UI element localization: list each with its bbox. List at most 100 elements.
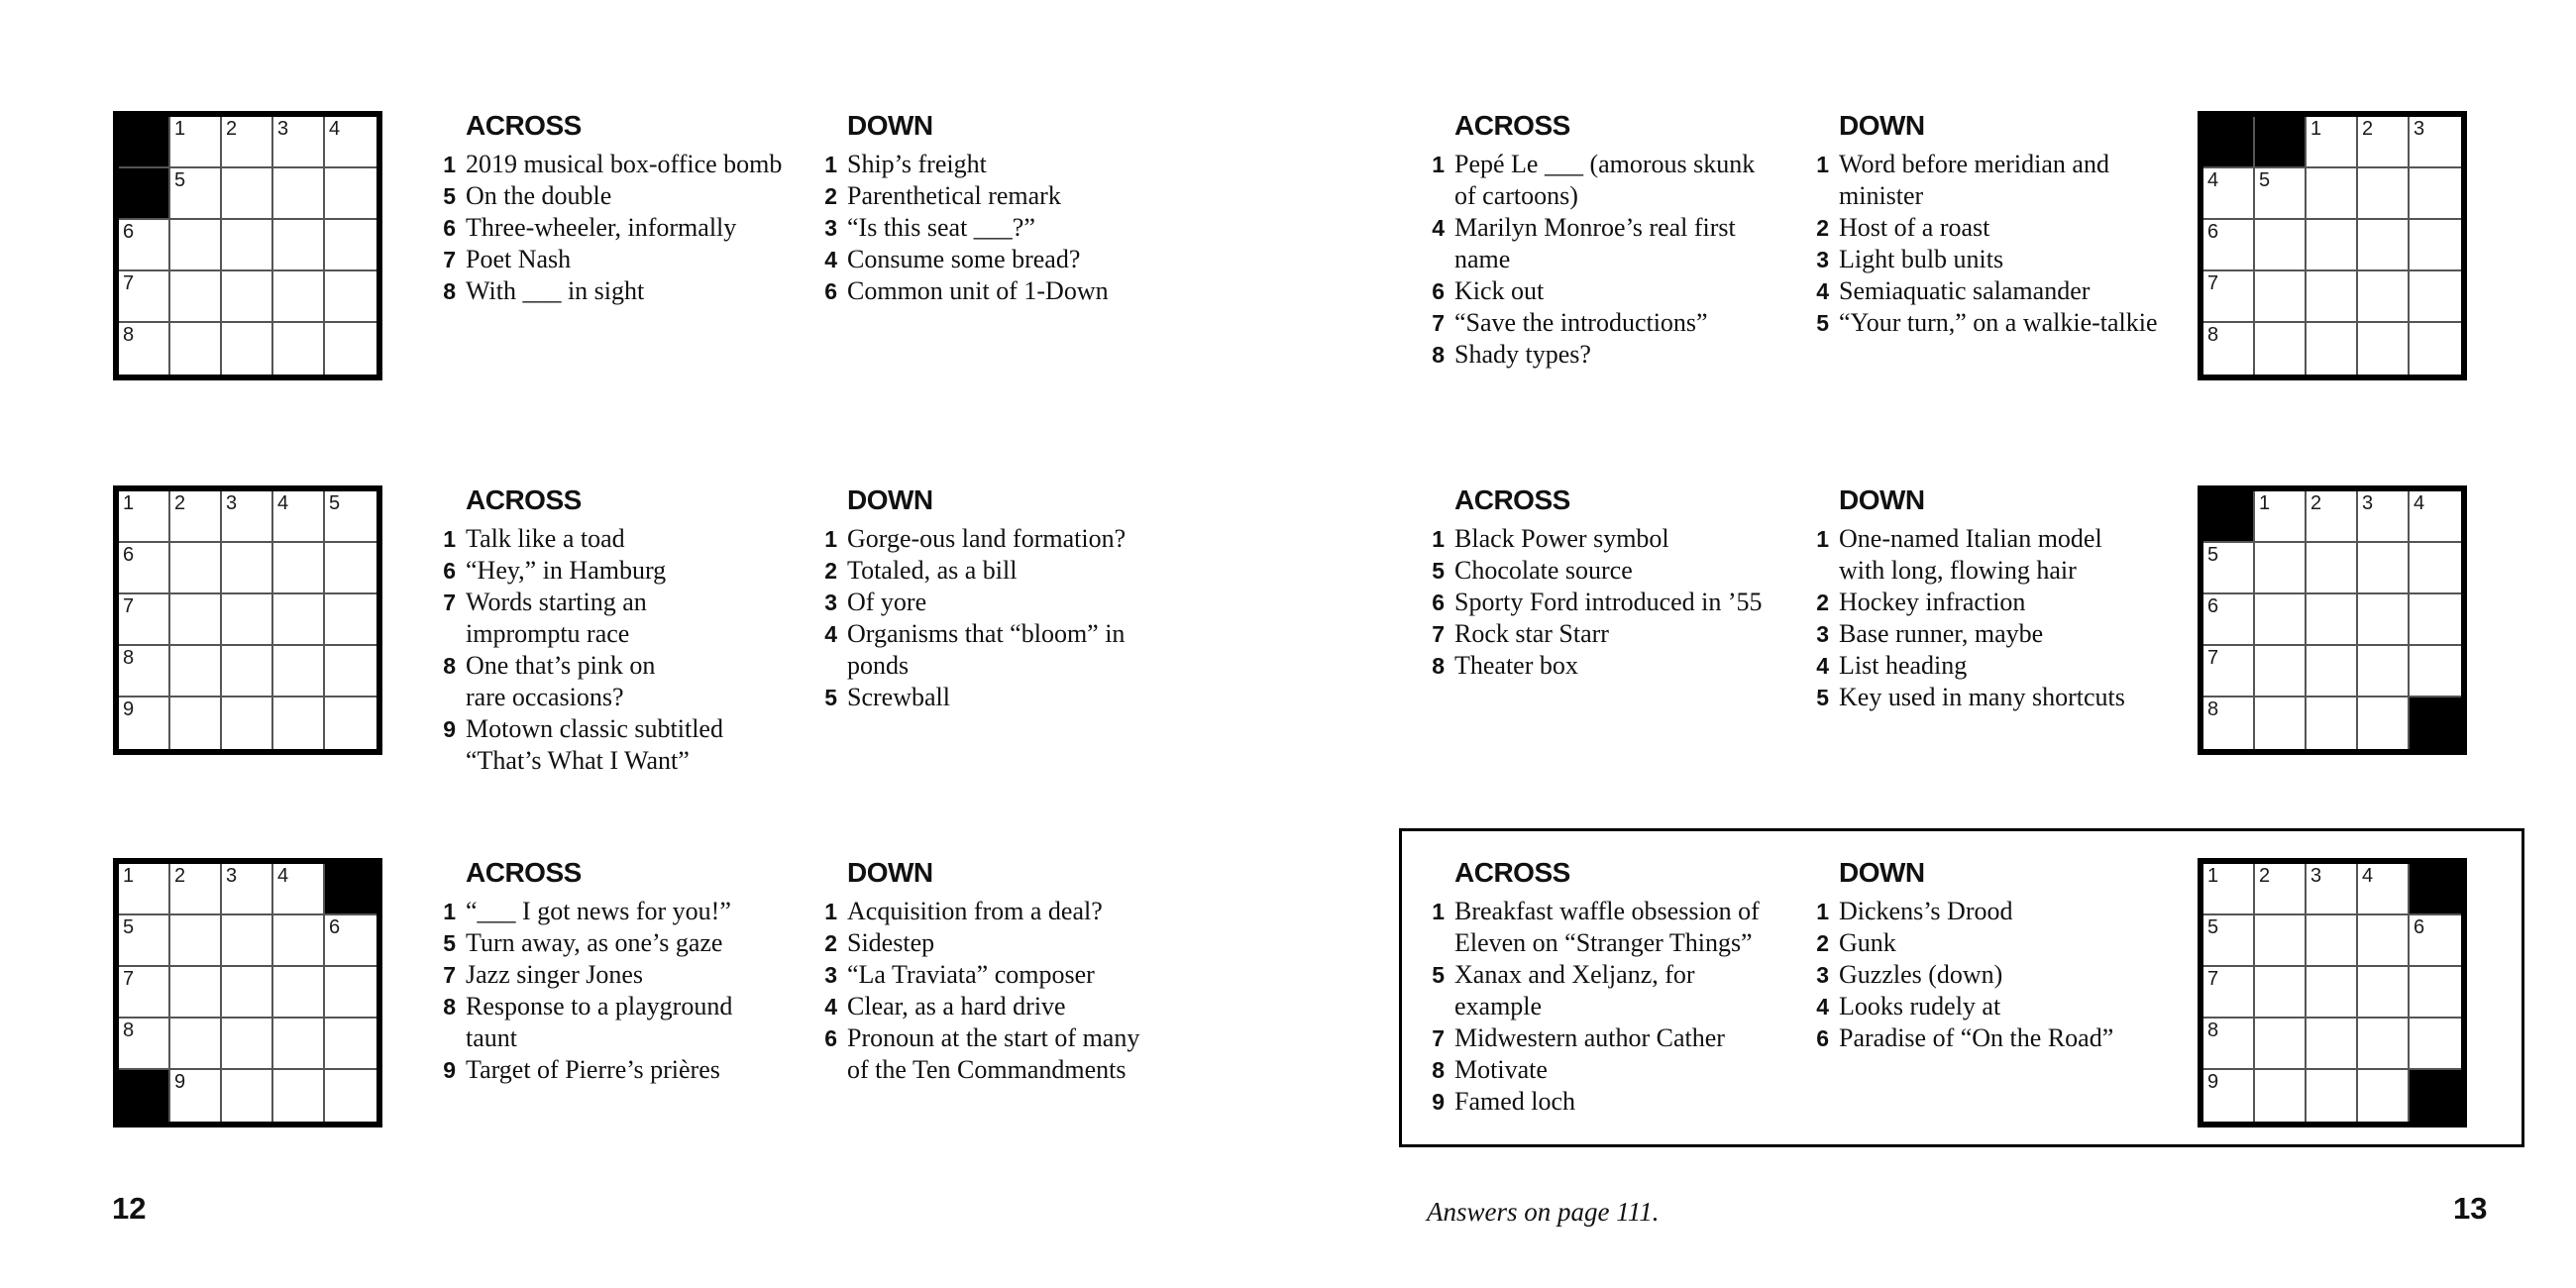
grid-cell[interactable]: 7 — [2203, 646, 2255, 698]
grid-cell[interactable] — [2410, 271, 2461, 323]
grid-cell[interactable]: 8 — [119, 1019, 170, 1070]
grid-cell[interactable] — [2255, 543, 2307, 594]
grid-cell[interactable] — [222, 220, 273, 271]
grid-cell[interactable] — [2255, 1070, 2307, 1122]
grid-cell[interactable]: 7 — [119, 594, 170, 646]
grid-cell[interactable]: 2 — [222, 117, 273, 168]
grid-cell[interactable] — [170, 698, 222, 749]
grid-cell[interactable] — [2255, 1019, 2307, 1070]
grid-cell[interactable] — [222, 698, 273, 749]
grid-cell[interactable] — [170, 323, 222, 375]
grid-cell[interactable] — [222, 1019, 273, 1070]
grid-cell[interactable] — [2410, 1019, 2461, 1070]
grid-cell[interactable]: 5 — [325, 491, 376, 543]
grid-cell[interactable]: 7 — [119, 967, 170, 1019]
grid-cell[interactable]: 3 — [2410, 117, 2461, 168]
grid-cell[interactable]: 8 — [2203, 698, 2255, 749]
grid-cell[interactable]: 6 — [119, 220, 170, 271]
grid-cell[interactable]: 2 — [170, 491, 222, 543]
grid-cell[interactable] — [325, 1019, 376, 1070]
grid-cell[interactable]: 5 — [2203, 915, 2255, 967]
grid-cell[interactable] — [2410, 543, 2461, 594]
grid-cell[interactable] — [2307, 698, 2358, 749]
grid-cell[interactable]: 1 — [2203, 864, 2255, 915]
grid-cell[interactable]: 3 — [2307, 864, 2358, 915]
grid-cell[interactable]: 1 — [2255, 491, 2307, 543]
grid-cell[interactable] — [273, 543, 325, 594]
grid-cell[interactable] — [2307, 646, 2358, 698]
grid-cell[interactable] — [170, 543, 222, 594]
grid-cell[interactable] — [222, 1070, 273, 1122]
grid-cell[interactable] — [325, 967, 376, 1019]
grid-cell[interactable] — [2358, 543, 2410, 594]
grid-cell[interactable]: 4 — [2358, 864, 2410, 915]
grid-cell[interactable]: 6 — [119, 543, 170, 594]
grid-cell[interactable] — [2255, 220, 2307, 271]
grid-cell[interactable] — [273, 323, 325, 375]
grid-cell[interactable] — [2307, 271, 2358, 323]
grid-cell[interactable] — [325, 698, 376, 749]
grid-cell[interactable]: 5 — [119, 915, 170, 967]
grid-cell[interactable] — [170, 271, 222, 323]
grid-cell[interactable]: 8 — [119, 646, 170, 698]
grid-cell[interactable] — [2307, 323, 2358, 375]
grid-cell[interactable]: 4 — [2203, 168, 2255, 220]
grid-cell[interactable]: 2 — [2358, 117, 2410, 168]
grid-cell[interactable] — [2307, 220, 2358, 271]
grid-cell[interactable] — [222, 646, 273, 698]
grid-cell[interactable]: 2 — [2255, 864, 2307, 915]
grid-cell[interactable] — [2410, 646, 2461, 698]
grid-cell[interactable] — [273, 646, 325, 698]
grid-cell[interactable] — [2255, 698, 2307, 749]
grid-cell[interactable] — [170, 1019, 222, 1070]
grid-cell[interactable] — [170, 967, 222, 1019]
grid-cell[interactable] — [2358, 1019, 2410, 1070]
grid-cell[interactable]: 7 — [119, 271, 170, 323]
grid-cell[interactable] — [222, 271, 273, 323]
grid-cell[interactable] — [2307, 594, 2358, 646]
grid-cell[interactable]: 1 — [170, 117, 222, 168]
grid-cell[interactable] — [2358, 967, 2410, 1019]
grid-cell[interactable]: 5 — [2255, 168, 2307, 220]
grid-cell[interactable]: 4 — [273, 491, 325, 543]
grid-cell[interactable] — [273, 1019, 325, 1070]
grid-cell[interactable]: 6 — [2410, 915, 2461, 967]
grid-cell[interactable] — [325, 646, 376, 698]
grid-cell[interactable] — [2358, 698, 2410, 749]
grid-cell[interactable] — [2255, 594, 2307, 646]
grid-cell[interactable] — [2410, 323, 2461, 375]
grid-cell[interactable] — [2255, 646, 2307, 698]
grid-cell[interactable] — [325, 271, 376, 323]
grid-cell[interactable]: 9 — [119, 698, 170, 749]
grid-cell[interactable]: 8 — [119, 323, 170, 375]
grid-cell[interactable]: 1 — [119, 864, 170, 915]
grid-cell[interactable] — [170, 220, 222, 271]
grid-cell[interactable] — [325, 168, 376, 220]
grid-cell[interactable] — [222, 915, 273, 967]
grid-cell[interactable]: 5 — [170, 168, 222, 220]
grid-cell[interactable] — [273, 168, 325, 220]
grid-cell[interactable] — [2358, 168, 2410, 220]
grid-cell[interactable] — [2358, 915, 2410, 967]
grid-cell[interactable] — [2358, 323, 2410, 375]
grid-cell[interactable]: 9 — [2203, 1070, 2255, 1122]
grid-cell[interactable]: 3 — [273, 117, 325, 168]
grid-cell[interactable]: 2 — [170, 864, 222, 915]
grid-cell[interactable] — [2255, 915, 2307, 967]
grid-cell[interactable] — [2358, 646, 2410, 698]
grid-cell[interactable] — [2307, 1070, 2358, 1122]
grid-cell[interactable] — [222, 323, 273, 375]
grid-cell[interactable]: 6 — [2203, 594, 2255, 646]
grid-cell[interactable]: 2 — [2307, 491, 2358, 543]
grid-cell[interactable] — [2307, 967, 2358, 1019]
grid-cell[interactable] — [325, 594, 376, 646]
grid-cell[interactable] — [2410, 220, 2461, 271]
grid-cell[interactable]: 4 — [2410, 491, 2461, 543]
grid-cell[interactable] — [2358, 271, 2410, 323]
grid-cell[interactable]: 4 — [273, 864, 325, 915]
grid-cell[interactable] — [170, 915, 222, 967]
grid-cell[interactable] — [2255, 271, 2307, 323]
grid-cell[interactable] — [325, 323, 376, 375]
grid-cell[interactable] — [325, 220, 376, 271]
grid-cell[interactable] — [2307, 1019, 2358, 1070]
